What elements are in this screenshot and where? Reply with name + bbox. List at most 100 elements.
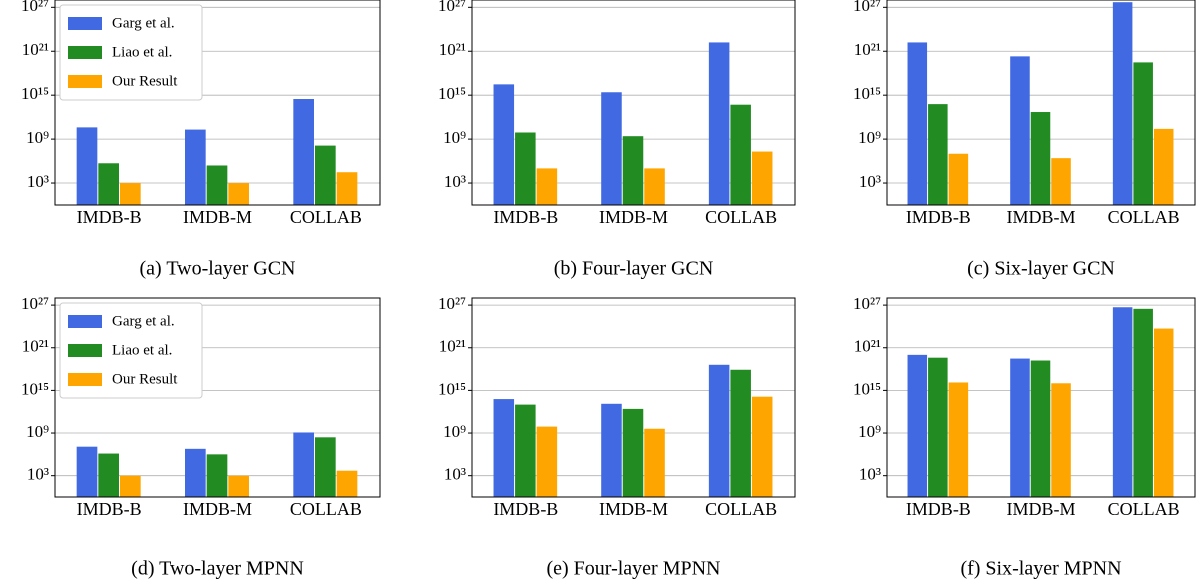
bar (622, 408, 644, 497)
bar (120, 475, 141, 497)
legend-label: Garg et al. (112, 15, 175, 31)
x-tick-label: IMDB-M (599, 207, 668, 227)
x-tick-label: IMDB-M (1006, 207, 1075, 227)
y-tick-label: 10²⁷ (438, 0, 466, 15)
bar (336, 172, 358, 205)
bar (708, 364, 730, 497)
bar (644, 168, 665, 205)
bar (206, 454, 228, 497)
plot-frame (54, 0, 381, 206)
y-tick-label: 10²⁷ (853, 0, 881, 15)
y-tick-label: 10⁹ (26, 128, 49, 147)
bar (708, 42, 730, 205)
y-tick-label: 10²¹ (854, 40, 881, 59)
x-tick-label: IMDB-M (1006, 499, 1075, 519)
bar (1112, 2, 1133, 205)
y-tick-label: 10⁹ (858, 128, 881, 147)
y-tick-label: 10³ (444, 465, 466, 484)
plot-frame (886, 297, 1196, 498)
bar (493, 399, 515, 497)
bar (1051, 383, 1071, 497)
legend-swatch (68, 315, 102, 328)
y-tick-label: 10²¹ (439, 337, 466, 356)
y-tick-label: 10¹⁵ (853, 379, 881, 398)
bar (1112, 307, 1133, 497)
bar (1133, 308, 1153, 497)
y-tick-label: 10⁹ (443, 422, 466, 441)
bar (336, 470, 358, 497)
x-tick-label: COLLAB (1108, 499, 1180, 519)
x-tick-label: IMDB-M (599, 499, 668, 519)
caption: (c) Six-layer GCN (967, 258, 1115, 280)
plot-frame (471, 297, 796, 498)
x-tick-label: COLLAB (290, 207, 362, 227)
bar (76, 127, 98, 205)
bar (751, 151, 773, 205)
bar (515, 132, 536, 205)
x-tick-label: IMDB-M (183, 499, 252, 519)
legend-label: Liao et al. (112, 44, 172, 60)
bar (120, 183, 141, 205)
bar (1153, 328, 1174, 497)
legend-label: Our Result (112, 73, 178, 89)
legend-swatch (68, 17, 102, 30)
plot-frame (54, 297, 381, 498)
bar (1133, 62, 1153, 205)
x-tick-label: COLLAB (705, 207, 777, 227)
legend-label: Garg et al. (112, 313, 175, 329)
bar (601, 92, 622, 205)
bar (185, 448, 206, 497)
y-tick-label: 10²⁷ (438, 294, 466, 313)
y-tick-label: 10³ (27, 172, 49, 191)
bar (536, 168, 558, 205)
y-tick-label: 10³ (859, 465, 881, 484)
bar (622, 136, 644, 205)
panel: 10³ 10⁹ 10¹⁵ 10²¹ 10²⁷ IMDB-B IMDB-M COLLAB (b) … (438, 0, 796, 280)
x-tick-label: IMDB-B (77, 499, 142, 519)
bar (644, 428, 665, 497)
bar (1010, 358, 1030, 497)
x-tick-label: IMDB-B (493, 499, 558, 519)
legend-swatch (68, 75, 102, 88)
y-tick-label: 10⁹ (858, 422, 881, 441)
bar (928, 104, 948, 205)
caption: (d) Two-layer MPNN (131, 558, 304, 580)
y-tick-label: 10²¹ (854, 337, 881, 356)
caption: (b) Four-layer GCN (554, 258, 714, 280)
panel: 10³ 10⁹ 10¹⁵ 10²¹ 10²⁷ IMDB-B IMDB-M COLLAB (f) … (853, 294, 1196, 580)
y-tick-label: 10¹⁵ (853, 84, 881, 103)
bar (751, 396, 773, 497)
panel: 10³ 10⁹ 10¹⁵ 10²¹ 10²⁷ IMDB-B IMDB-M COLLAB (a) … (21, 0, 381, 280)
x-tick-label: COLLAB (290, 499, 362, 519)
y-tick-label: 10²⁷ (21, 0, 49, 15)
bar (315, 145, 336, 205)
plot-frame (471, 0, 796, 206)
x-tick-label: COLLAB (705, 499, 777, 519)
y-tick-label: 10³ (444, 172, 466, 191)
panel: 10³ 10⁹ 10¹⁵ 10²¹ 10²⁷ IMDB-B IMDB-M COLLAB (d) … (21, 294, 381, 580)
caption: (a) Two-layer GCN (140, 258, 296, 280)
bar (228, 183, 249, 205)
bar (907, 354, 928, 497)
bar (948, 382, 969, 497)
y-tick-label: 10⁹ (443, 128, 466, 147)
bar (730, 369, 751, 497)
y-tick-label: 10¹⁵ (21, 84, 49, 103)
y-tick-label: 10⁹ (26, 422, 49, 441)
bar (293, 99, 314, 205)
x-tick-label: IMDB-B (493, 207, 558, 227)
legend-swatch (68, 46, 102, 59)
x-tick-label: COLLAB (1108, 207, 1180, 227)
legend-swatch (68, 344, 102, 357)
caption: (f) Six-layer MPNN (960, 558, 1121, 580)
bar (1010, 56, 1030, 205)
legend-swatch (68, 373, 102, 386)
bar (493, 84, 515, 205)
panel: 10³ 10⁹ 10¹⁵ 10²¹ 10²⁷ IMDB-B IMDB-M COLLAB (c) … (853, 0, 1196, 280)
y-tick-label: 10²¹ (22, 337, 49, 356)
plot-frame (886, 0, 1196, 206)
bar (515, 404, 536, 497)
x-tick-label: IMDB-B (906, 207, 971, 227)
bar (1030, 112, 1051, 205)
